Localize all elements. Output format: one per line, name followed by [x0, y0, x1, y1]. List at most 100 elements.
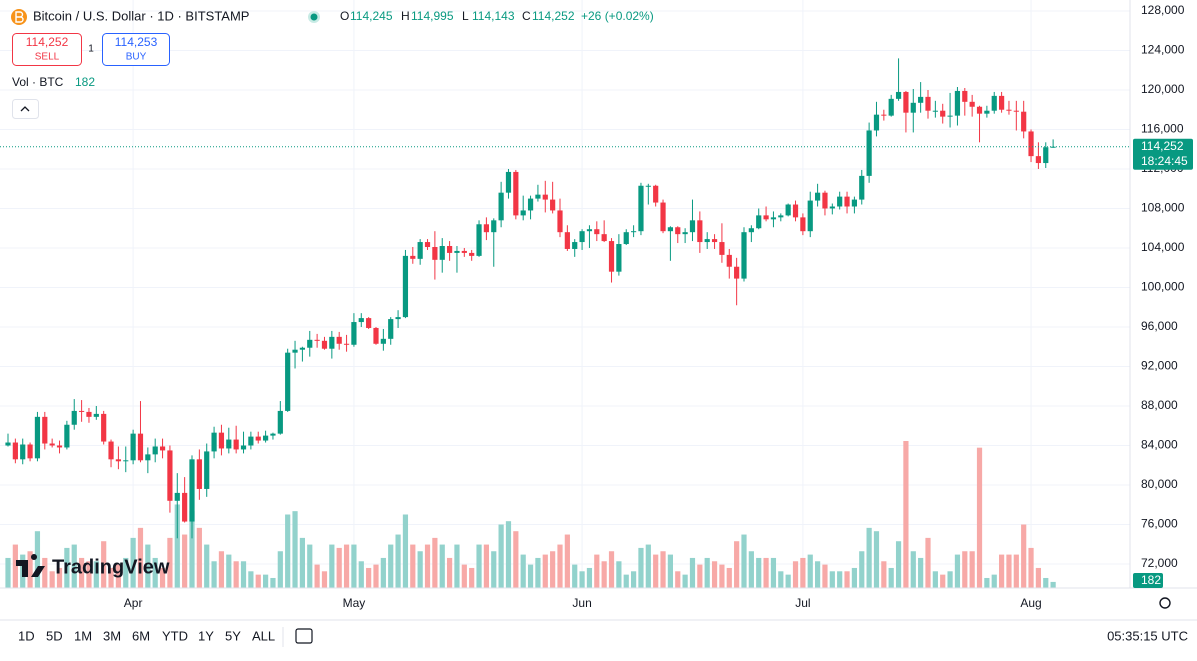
range-button[interactable]: 6M — [132, 628, 150, 643]
candle-body — [307, 339, 313, 348]
volume-bar — [822, 564, 828, 588]
range-button[interactable]: 5D — [46, 628, 63, 643]
volume-bar — [542, 554, 548, 588]
candle-body — [542, 194, 548, 200]
grid-layer — [0, 0, 1130, 588]
candle-body — [226, 439, 232, 449]
settings-icon[interactable] — [1159, 597, 1171, 609]
candle-body — [807, 200, 813, 232]
candle-body — [402, 255, 409, 318]
range-button[interactable]: 1M — [74, 628, 92, 643]
candle-body — [689, 220, 696, 233]
volume-bar — [895, 541, 902, 588]
volume-bar — [358, 561, 364, 588]
candle-body — [976, 106, 983, 114]
candle-body — [601, 234, 607, 242]
collapse-button[interactable] — [12, 99, 39, 119]
volume-bar — [491, 551, 497, 588]
volume-bar — [1013, 554, 1019, 588]
volume-bar — [550, 551, 556, 588]
logo-text: TradingView — [52, 556, 170, 578]
range-button[interactable]: 1Y — [198, 628, 214, 643]
volume-bar — [778, 571, 784, 588]
candle-body — [608, 241, 615, 272]
volume-bar — [844, 571, 850, 588]
volume-bar — [373, 564, 379, 588]
volume-bar — [255, 574, 261, 588]
volume-bar — [866, 527, 872, 588]
y-tick-label: 108,000 — [1141, 201, 1185, 215]
candle-body — [351, 322, 357, 345]
range-button[interactable]: 5Y — [225, 628, 241, 643]
buy-button[interactable] — [102, 33, 170, 66]
volume-bar — [137, 527, 144, 588]
volume-bar — [667, 554, 673, 588]
candle-body — [586, 229, 593, 232]
volume-bar — [388, 544, 394, 588]
clock: 05:35:15 UTC — [1107, 628, 1188, 643]
candle-body — [299, 347, 305, 350]
candle-body — [822, 192, 828, 209]
volume-bar — [505, 521, 512, 588]
sell-button[interactable] — [12, 33, 82, 66]
volume-bar — [182, 534, 188, 588]
y-tick-label: 116,000 — [1141, 122, 1184, 136]
candle-body — [520, 210, 526, 216]
volume-bar — [226, 554, 232, 588]
volume-bar — [903, 441, 909, 588]
volume-bar — [174, 504, 180, 588]
volume-bar — [623, 574, 629, 588]
candle-body — [859, 175, 865, 200]
candle-body — [579, 231, 585, 243]
volume-bar — [918, 557, 924, 588]
volume-bar — [417, 551, 423, 588]
volume-bar — [991, 574, 997, 588]
volume-bar — [79, 557, 85, 588]
candle-body — [763, 215, 769, 220]
volume-bar — [932, 571, 938, 588]
y-tick-label: 128,000 — [1141, 3, 1185, 17]
range-button[interactable]: YTD — [162, 628, 188, 643]
date-range-icon[interactable] — [295, 628, 313, 644]
buy-label: BUY — [126, 52, 147, 63]
candle-body — [49, 443, 55, 446]
candle-body — [829, 206, 835, 209]
candle-body — [881, 114, 887, 116]
y-tick-label: 80,000 — [1141, 477, 1178, 491]
candle-body — [469, 252, 475, 256]
collapse-icon — [20, 106, 30, 112]
volume-bar — [469, 567, 475, 588]
x-tick-label: Jul — [795, 596, 810, 610]
candle-body — [167, 450, 173, 501]
range-button[interactable]: ALL — [252, 628, 275, 643]
candle-body — [895, 91, 902, 99]
range-button[interactable]: 3M — [103, 628, 121, 643]
candle-body — [932, 110, 938, 112]
volume-bar — [792, 561, 799, 588]
volume-bar — [86, 561, 92, 588]
candle-body — [947, 115, 953, 117]
volume-bar — [204, 544, 210, 588]
ohlc-value: 114,245 — [350, 9, 393, 23]
volume-bar — [93, 561, 99, 588]
logo[interactable]: TradingView — [16, 553, 170, 578]
ohlc-label: O — [340, 9, 349, 23]
ohlc-value: 114,143 — [472, 9, 515, 23]
volume-badge — [1133, 573, 1163, 588]
range-button[interactable]: 1D — [18, 628, 35, 643]
volume-bar — [1021, 524, 1027, 588]
symbol-title[interactable]: Bitcoin / U.S. Dollar · 1D · BITSTAMP — [33, 8, 249, 23]
candle-body — [483, 224, 489, 233]
candle-body — [851, 199, 857, 207]
candle-body — [447, 246, 453, 253]
volume-bar — [594, 554, 600, 588]
volume-bar — [123, 557, 129, 588]
buy-price: 114,253 — [115, 35, 158, 49]
volume-bar — [321, 571, 328, 588]
market-status-dot — [310, 13, 318, 21]
volume-bar — [940, 574, 946, 588]
volume-bar — [64, 547, 70, 588]
candle-body — [263, 435, 269, 441]
candle-body — [572, 242, 578, 249]
volume-bar — [1028, 547, 1034, 588]
